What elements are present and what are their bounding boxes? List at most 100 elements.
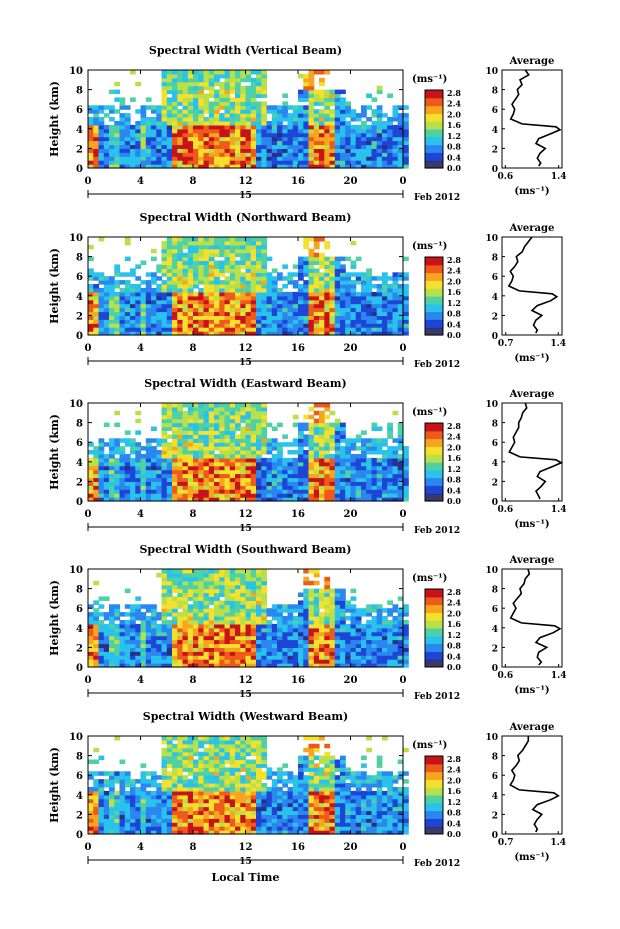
heatmap-cell — [193, 105, 199, 110]
colorbar-segment — [425, 93, 443, 97]
heatmap-cell — [329, 659, 336, 664]
heatmap-cell — [182, 616, 189, 621]
heatmap-cell — [329, 148, 336, 153]
heatmap-cell — [145, 105, 152, 110]
heatmap-cell — [245, 422, 252, 428]
heatmap-cell — [103, 643, 110, 648]
heatmap-cell — [340, 600, 346, 605]
heatmap-cell — [145, 303, 152, 309]
heatmap-cell — [361, 497, 367, 502]
heatmap-cell — [261, 101, 268, 106]
heatmap-cell — [198, 584, 205, 590]
heatmap-cell — [219, 430, 226, 435]
heatmap-cell — [214, 303, 220, 309]
heatmap-cell — [261, 477, 268, 482]
heatmap-cell — [345, 284, 351, 289]
heatmap-cell — [130, 291, 136, 297]
heatmap-cell — [145, 469, 152, 475]
heatmap-cell — [124, 465, 131, 471]
heatmap-cell — [182, 465, 189, 471]
heatmap-cell — [366, 152, 372, 157]
heatmap-cell — [203, 307, 210, 313]
heatmap-cell — [177, 485, 184, 490]
heatmap-cell — [208, 124, 215, 130]
heatmap-cell — [319, 303, 325, 309]
heatmap-cell — [145, 128, 152, 134]
heatmap-cell — [376, 469, 383, 475]
heatmap-cell — [376, 164, 383, 169]
colorbar-segment — [425, 313, 443, 317]
heatmap-cell — [245, 268, 252, 273]
heatmap-cell — [193, 485, 199, 490]
heatmap-cell — [303, 323, 310, 328]
heatmap-cell — [397, 284, 404, 289]
heatmap-cell — [214, 272, 220, 277]
heatmap-cell — [292, 608, 299, 613]
heatmap-cell — [182, 596, 189, 601]
heatmap-cell — [266, 280, 273, 285]
heatmap-cell — [166, 237, 173, 242]
heatmap-cell — [329, 651, 336, 656]
heatmap-cell — [250, 450, 257, 455]
heatmap-cell — [98, 315, 105, 320]
heatmap-cell — [334, 264, 341, 269]
heatmap-cell — [166, 450, 173, 455]
heatmap-cell — [193, 260, 199, 265]
heatmap-cell — [229, 144, 236, 149]
heatmap-cell — [261, 426, 268, 431]
heatmap-cell — [240, 651, 247, 656]
heatmap-cell — [229, 331, 236, 336]
heatmap-cell — [245, 584, 252, 590]
heatmap-cells — [88, 70, 409, 169]
heatmap-cell — [135, 612, 142, 617]
heatmap-cell — [203, 569, 210, 574]
heatmap-cell — [161, 152, 168, 157]
heatmap-cell — [403, 117, 409, 122]
heatmap-cell — [103, 497, 110, 502]
heatmap-cell — [324, 604, 331, 609]
heatmap-cell — [187, 89, 194, 95]
heatmap-cell — [298, 461, 304, 467]
heatmap-cell — [303, 604, 310, 609]
heatmap-cell — [124, 319, 131, 324]
heatmap-cell — [198, 450, 205, 455]
heatmap-cell — [329, 101, 336, 106]
heatmap-cell — [397, 160, 404, 165]
colorbar-tick-label: 1.6 — [447, 287, 461, 297]
heatmap-cell — [382, 124, 388, 130]
heatmap-cell — [334, 268, 341, 273]
heatmap-cell — [229, 124, 236, 130]
heatmap-cell — [371, 97, 378, 102]
heatmap-cell — [235, 477, 241, 482]
heatmap-cell — [93, 144, 100, 149]
heatmap-cell — [271, 639, 278, 645]
heatmap-cell — [245, 315, 252, 320]
heatmap-cell — [219, 406, 226, 412]
heatmap-cell — [392, 323, 399, 328]
heatmap-cell — [245, 647, 252, 652]
heatmap-cell — [214, 331, 220, 336]
colorbar-segment — [425, 150, 443, 153]
heatmap-cell — [308, 442, 315, 447]
heatmap-cell — [214, 288, 220, 293]
heatmap-cell — [277, 647, 283, 652]
heatmap-cell — [277, 128, 283, 134]
heatmap-cell — [240, 604, 247, 609]
heatmap-cell — [345, 327, 351, 332]
heatmap-cell — [88, 659, 94, 664]
heatmap-cell — [382, 659, 388, 664]
heatmap-cell — [224, 497, 231, 502]
heatmap-cell — [156, 627, 163, 633]
heatmap-cell — [266, 121, 273, 126]
heatmap-cell — [292, 323, 299, 328]
heatmap-cell — [240, 244, 247, 250]
heatmap-cell — [93, 580, 100, 586]
heatmap-cell — [403, 454, 409, 459]
heatmap-cell — [166, 647, 173, 652]
heatmap-cell — [151, 140, 157, 146]
heatmap-cell — [266, 136, 273, 142]
heatmap-cell — [219, 85, 226, 91]
heatmap-cell — [271, 113, 278, 118]
heatmap-cell — [98, 331, 105, 336]
heatmap-cell — [319, 101, 325, 106]
